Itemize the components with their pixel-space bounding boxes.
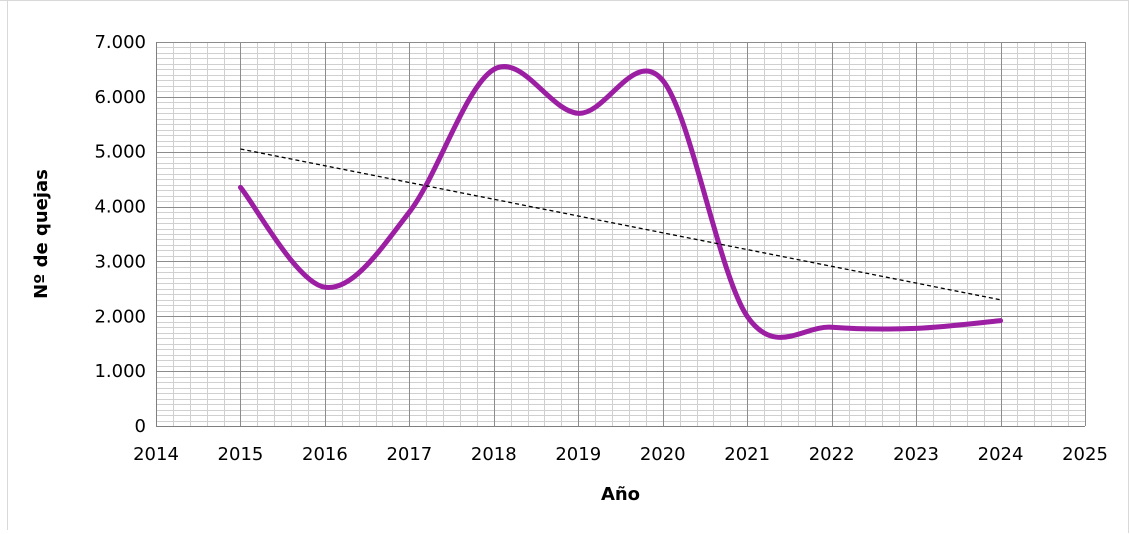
x-tick-label: 2014: [133, 444, 179, 465]
grid: [156, 42, 1086, 427]
x-tick-label: 2018: [471, 444, 517, 465]
x-tick-label: 2025: [1062, 444, 1108, 465]
x-tick-label: 2021: [724, 444, 770, 465]
y-tick-label: 7.000: [94, 32, 146, 53]
x-tick-label: 2024: [978, 444, 1024, 465]
y-tick-label: 5.000: [94, 142, 146, 163]
x-tick-label: 2017: [386, 444, 432, 465]
chart-area-edge: [7, 0, 8, 530]
x-tick-label: 2015: [218, 444, 264, 465]
y-axis-title: Nº de quejas: [31, 169, 52, 299]
y-tick-label: 4.000: [94, 197, 146, 218]
axes: [156, 42, 1085, 427]
y-tick-label: 0: [135, 416, 146, 437]
series-layer: [237, 64, 1004, 340]
series-line: [237, 64, 1004, 340]
trendline: [240, 148, 1001, 301]
x-axis-title: Año: [601, 484, 640, 505]
y-tick-label: 6.000: [94, 87, 146, 108]
tick-labels: 2014 2015 2016 2017 2018 2019 2020 2021 2022 2023…: [94, 32, 1107, 465]
y-tick-label: 3.000: [94, 251, 146, 272]
x-tick-label: 2022: [809, 444, 855, 465]
x-tick-label: 2019: [555, 444, 601, 465]
x-tick-label: 2016: [302, 444, 348, 465]
x-tick-label: 2023: [893, 444, 939, 465]
y-tick-label: 1.000: [94, 361, 146, 382]
x-tick-label: 2020: [640, 444, 686, 465]
y-tick-label: 2.000: [94, 306, 146, 327]
